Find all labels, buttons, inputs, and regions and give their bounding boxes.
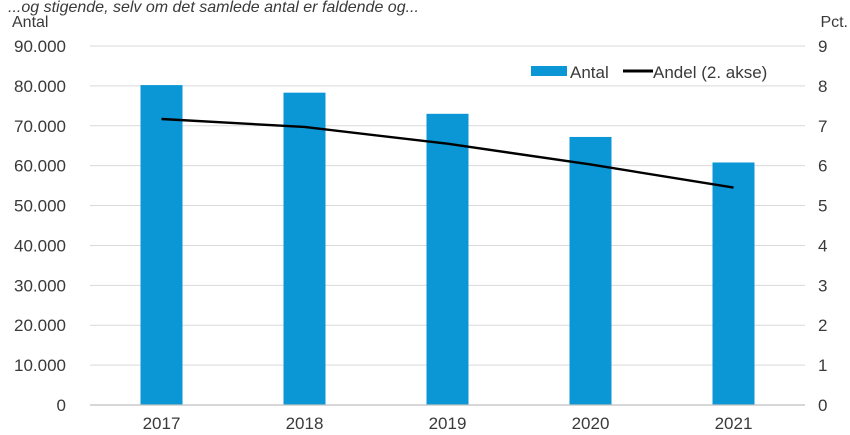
left-tick-label: 60.000 [14,157,66,176]
left-tick-label: 50.000 [14,197,66,216]
legend-label-andel: Andel (2. akse) [653,63,767,82]
left-axis-unit: Antal [12,14,48,31]
axes: 0 0 10.000 1 20.000 2 30.000 3 40.000 4 50.000 5 60.… [14,37,827,433]
right-tick-label: 5 [818,197,827,216]
left-tick-label: 40.000 [14,236,66,255]
legend: Antal Andel (2. akse) [531,63,767,82]
left-tick-label: 70.000 [14,117,66,136]
x-tick-label: 2018 [286,414,324,433]
line-series-andel [161,117,734,189]
legend-swatch-antal [531,66,567,76]
right-tick-label: 6 [818,157,827,176]
legend-label-antal: Antal [570,63,609,82]
right-tick-label: 3 [818,276,827,295]
right-tick-label: 7 [818,117,827,136]
left-tick-label: 20.000 [14,316,66,335]
clipped-top-text: ...og stigende, selv om det samlede anta… [8,0,419,16]
bar-2021 [712,162,755,405]
x-tick-label: 2019 [429,414,467,433]
bar-2020 [569,136,612,406]
x-tick-label: 2020 [572,414,610,433]
right-tick-label: 4 [818,236,827,255]
left-tick-label: 10.000 [14,356,66,375]
bar-2018 [283,92,326,406]
left-tick-label: 80.000 [14,77,66,96]
right-tick-label: 0 [818,396,827,415]
right-tick-label: 2 [818,316,827,335]
left-tick-label: 30.000 [14,276,66,295]
bar-series-antal [140,85,755,406]
line-andel [161,117,734,189]
bar-2019 [426,113,469,406]
x-tick-label: 2017 [143,414,181,433]
left-tick-label: 0 [57,396,66,415]
right-axis-unit: Pct. [820,14,848,31]
right-tick-label: 8 [818,77,827,96]
right-tick-label: 9 [818,37,827,56]
left-tick-label: 90.000 [14,37,66,56]
right-tick-label: 1 [818,356,827,375]
x-tick-label: 2021 [715,414,753,433]
bar-2017 [140,85,183,405]
